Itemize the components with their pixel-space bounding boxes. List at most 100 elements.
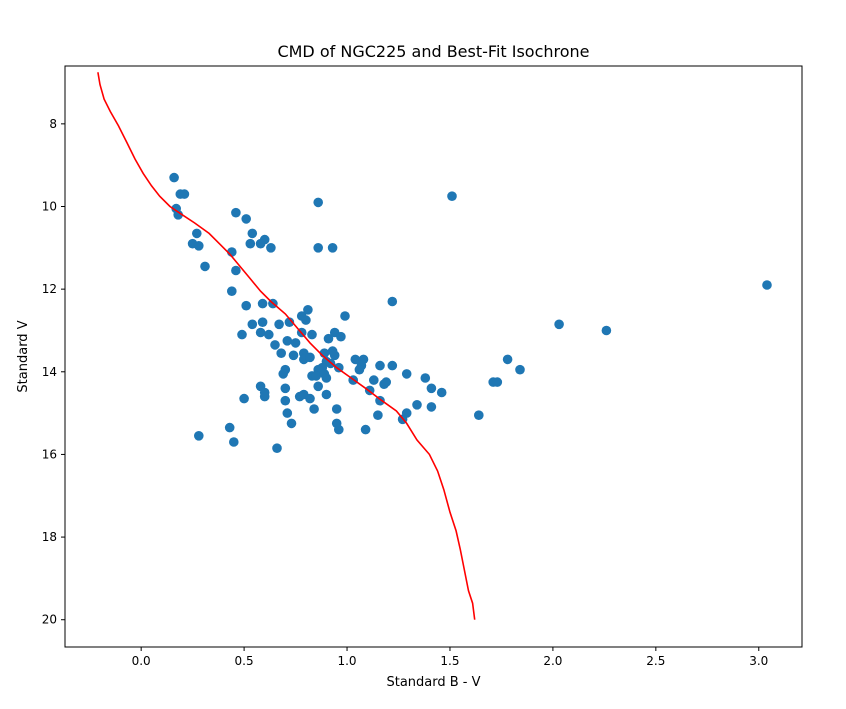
- data-point: [307, 329, 317, 340]
- data-point: [245, 238, 256, 249]
- y-tick-label: 12: [42, 282, 57, 296]
- data-point: [354, 364, 365, 375]
- data-point: [447, 191, 457, 201]
- data-point: [282, 408, 293, 418]
- data-point: [239, 393, 249, 404]
- data-point: [334, 424, 344, 435]
- data-point: [272, 443, 282, 454]
- data-point: [401, 408, 412, 418]
- data-point: [192, 228, 202, 239]
- data-point: [360, 424, 371, 435]
- data-point: [280, 383, 291, 394]
- data-point: [329, 350, 340, 361]
- data-point: [401, 369, 412, 379]
- data-point: [241, 300, 251, 311]
- data-point: [373, 410, 383, 421]
- chart-title: CMD of NGC225 and Best-Fit Isochrone: [277, 42, 589, 61]
- data-point: [305, 352, 315, 363]
- data-point: [257, 317, 268, 328]
- y-tick-label: 14: [42, 365, 57, 379]
- data-point: [231, 207, 241, 218]
- data-point: [276, 348, 287, 359]
- x-tick-label: 3.0: [749, 654, 768, 668]
- isochrone-line: [97, 72, 476, 620]
- data-point: [309, 404, 319, 414]
- data-point: [290, 338, 301, 348]
- y-tick-label: 20: [42, 613, 57, 627]
- x-tick-label: 2.0: [543, 654, 562, 668]
- data-point: [282, 336, 293, 346]
- data-point: [247, 228, 258, 239]
- data-point: [340, 311, 350, 321]
- data-point: [257, 298, 268, 309]
- data-point: [381, 377, 392, 387]
- x-tick-label: 2.5: [646, 654, 665, 668]
- data-point: [286, 418, 297, 429]
- data-point: [229, 437, 239, 447]
- data-point: [259, 391, 270, 402]
- data-point: [350, 354, 361, 365]
- data-point: [420, 373, 431, 383]
- plot-area: [97, 72, 772, 620]
- data-point: [369, 375, 379, 385]
- data-point: [173, 210, 183, 220]
- data-point: [224, 422, 235, 433]
- data-point: [515, 364, 525, 375]
- x-tick-label: 0.5: [235, 654, 254, 668]
- data-point: [426, 402, 437, 412]
- data-point: [601, 325, 612, 336]
- data-point: [288, 350, 299, 361]
- x-tick-label: 1.0: [337, 654, 356, 668]
- x-tick-label: 0.0: [132, 654, 151, 668]
- data-point: [321, 389, 332, 400]
- data-point: [336, 331, 346, 342]
- data-point: [323, 333, 334, 344]
- data-point: [426, 383, 437, 394]
- data-point: [387, 360, 398, 371]
- data-point: [554, 319, 564, 330]
- data-point: [492, 377, 503, 387]
- data-point: [474, 410, 484, 421]
- data-point: [241, 214, 251, 224]
- data-point: [762, 280, 772, 290]
- y-axis: 8 10 12 14 16 18 20: [42, 117, 65, 627]
- data-point: [227, 286, 237, 297]
- data-point: [255, 238, 266, 249]
- data-point: [313, 243, 324, 253]
- data-point: [200, 261, 210, 272]
- data-point: [303, 305, 313, 315]
- data-point: [266, 243, 276, 253]
- data-point: [169, 172, 179, 183]
- x-axis-title: Standard B - V: [386, 675, 480, 690]
- data-point: [179, 189, 190, 199]
- data-point: [237, 329, 247, 340]
- data-point: [301, 315, 311, 325]
- data-point: [387, 296, 398, 307]
- data-point: [311, 371, 322, 381]
- data-point: [231, 265, 241, 276]
- y-tick-label: 16: [42, 447, 57, 461]
- data-point: [255, 327, 266, 338]
- x-axis: 0.0 0.5 1.0 1.5 2.0 2.5 3.0: [132, 647, 768, 668]
- data-point: [278, 369, 289, 379]
- data-point: [436, 387, 447, 398]
- y-tick-label: 10: [42, 199, 57, 213]
- data-point: [313, 197, 324, 208]
- data-point: [321, 373, 332, 383]
- data-point: [280, 395, 291, 406]
- data-point: [247, 319, 258, 330]
- data-point: [331, 404, 342, 414]
- data-point: [375, 360, 385, 371]
- y-tick-label: 8: [49, 117, 57, 131]
- data-point: [313, 381, 324, 392]
- y-axis-title: Standard V: [16, 320, 31, 392]
- plot-frame: [64, 65, 803, 648]
- x-tick-label: 1.5: [440, 654, 459, 668]
- data-point: [502, 354, 513, 365]
- data-point: [327, 243, 338, 253]
- data-point: [274, 319, 284, 330]
- y-tick-label: 18: [42, 530, 57, 544]
- data-point: [194, 241, 204, 251]
